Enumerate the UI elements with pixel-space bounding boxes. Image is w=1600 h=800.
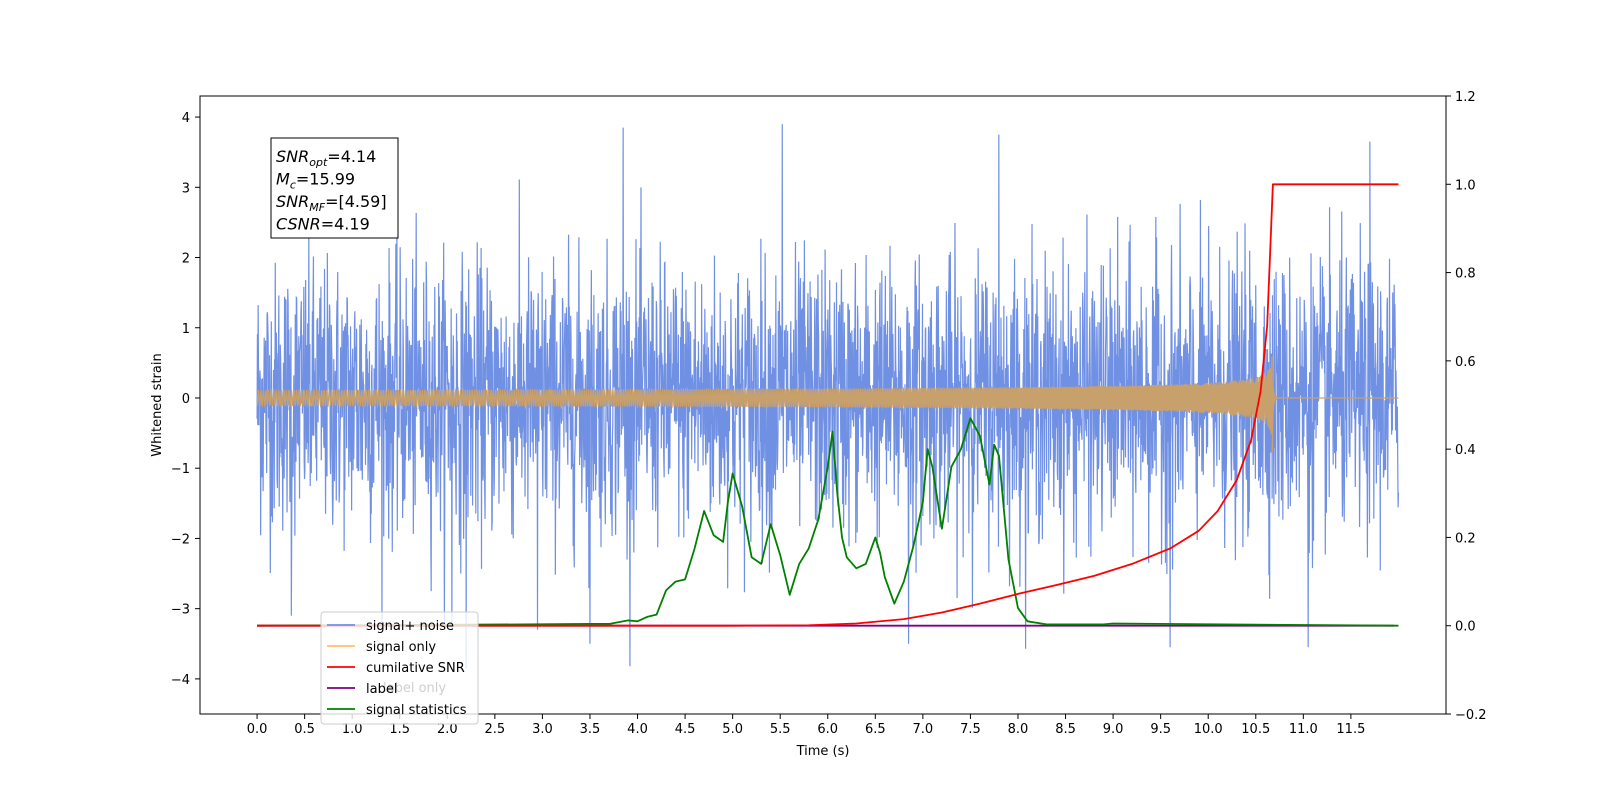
y-axis-left: −4 −3 −2 −1 0 1 2 3 4 bbox=[171, 111, 200, 688]
y-tick-label: −2 bbox=[171, 532, 190, 547]
x-tick-label: 1.5 bbox=[389, 722, 410, 737]
legend: label only signal+ noise signal only cumila… bbox=[320, 611, 479, 725]
series-layer bbox=[256, 124, 1400, 669]
y-tick-label: 2 bbox=[182, 252, 190, 267]
legend-entry: label bbox=[366, 682, 397, 697]
y-tick-label: 0 bbox=[182, 392, 190, 407]
x-tick-label: 8.0 bbox=[1008, 722, 1029, 737]
legend-entry: cumilative SNR bbox=[366, 661, 465, 676]
x-tick-label: 5.0 bbox=[722, 722, 743, 737]
y2-tick-label: 0.8 bbox=[1455, 267, 1476, 282]
x-tick-label: 6.5 bbox=[865, 722, 886, 737]
x-tick-label: 1.0 bbox=[342, 722, 363, 737]
y2-tick-label: 1.2 bbox=[1455, 90, 1476, 105]
x-axis-label: Time (s) bbox=[796, 744, 850, 759]
signal-noise-line bbox=[256, 124, 1400, 669]
y2-tick-label: 1.0 bbox=[1455, 178, 1476, 193]
y-tick-label: −4 bbox=[171, 673, 190, 688]
y-tick-label: 4 bbox=[182, 111, 190, 126]
y-axis-label: Whitened strain bbox=[150, 353, 165, 456]
x-tick-label: 0.5 bbox=[294, 722, 315, 737]
x-tick-label: 10.0 bbox=[1194, 722, 1223, 737]
y2-tick-label: 0.0 bbox=[1455, 620, 1476, 635]
y-tick-label: 1 bbox=[182, 322, 190, 337]
y2-tick-label: −0.2 bbox=[1455, 708, 1487, 723]
y-tick-label: −3 bbox=[171, 603, 190, 618]
x-tick-label: 5.5 bbox=[770, 722, 791, 737]
annotation-line: SNRopt=4.14 bbox=[276, 147, 376, 169]
legend-entry: signal+ noise bbox=[366, 619, 454, 634]
annotation-line: CSNR=4.19 bbox=[276, 215, 370, 234]
x-tick-label: 11.5 bbox=[1336, 722, 1365, 737]
y2-tick-label: 0.4 bbox=[1455, 443, 1476, 458]
x-tick-label: 4.0 bbox=[627, 722, 648, 737]
x-tick-label: 7.5 bbox=[960, 722, 981, 737]
y-tick-label: 3 bbox=[182, 181, 190, 196]
legend-entry: signal only bbox=[366, 640, 436, 655]
signal-only-line bbox=[256, 356, 1399, 452]
annotation-line: Mc=15.99 bbox=[276, 170, 355, 192]
x-tick-label: 7.0 bbox=[913, 722, 934, 737]
x-tick-label: 2.5 bbox=[485, 722, 506, 737]
legend-frame bbox=[320, 611, 479, 725]
annotation-line: SNRMF=[4.59] bbox=[276, 192, 387, 214]
plot-frame bbox=[199, 95, 1447, 715]
x-tick-label: 0.0 bbox=[247, 722, 268, 737]
annotation-box-frame bbox=[270, 137, 399, 239]
legend-occluded-text: label only bbox=[383, 681, 446, 696]
x-tick-label: 9.0 bbox=[1103, 722, 1124, 737]
cumulative-snr-line bbox=[257, 183, 1399, 627]
x-tick-label: 2.0 bbox=[437, 722, 458, 737]
y2-tick-label: 0.2 bbox=[1455, 531, 1476, 546]
signal-statistics-line bbox=[257, 417, 1399, 627]
y-axis-right: −0.2 0.0 0.2 0.4 0.6 0.8 1.0 1.2 bbox=[1446, 90, 1487, 723]
x-tick-label: 3.5 bbox=[580, 722, 601, 737]
x-tick-label: 4.5 bbox=[675, 722, 696, 737]
x-tick-label: 11.0 bbox=[1289, 722, 1318, 737]
y-tick-label: −1 bbox=[171, 462, 190, 477]
x-tick-label: 10.5 bbox=[1241, 722, 1270, 737]
x-axis: 0.0 0.5 1.0 1.5 2.0 2.5 3.0 3.5 4.0 4.5 5.0 5.5 6.0 6… bbox=[247, 714, 1365, 737]
x-tick-label: 8.5 bbox=[1055, 722, 1076, 737]
legend-entry: signal statistics bbox=[366, 703, 467, 718]
x-tick-label: 6.0 bbox=[817, 722, 838, 737]
x-tick-label: 3.0 bbox=[532, 722, 553, 737]
y2-tick-label: 0.6 bbox=[1455, 355, 1476, 370]
x-tick-label: 9.5 bbox=[1150, 722, 1171, 737]
